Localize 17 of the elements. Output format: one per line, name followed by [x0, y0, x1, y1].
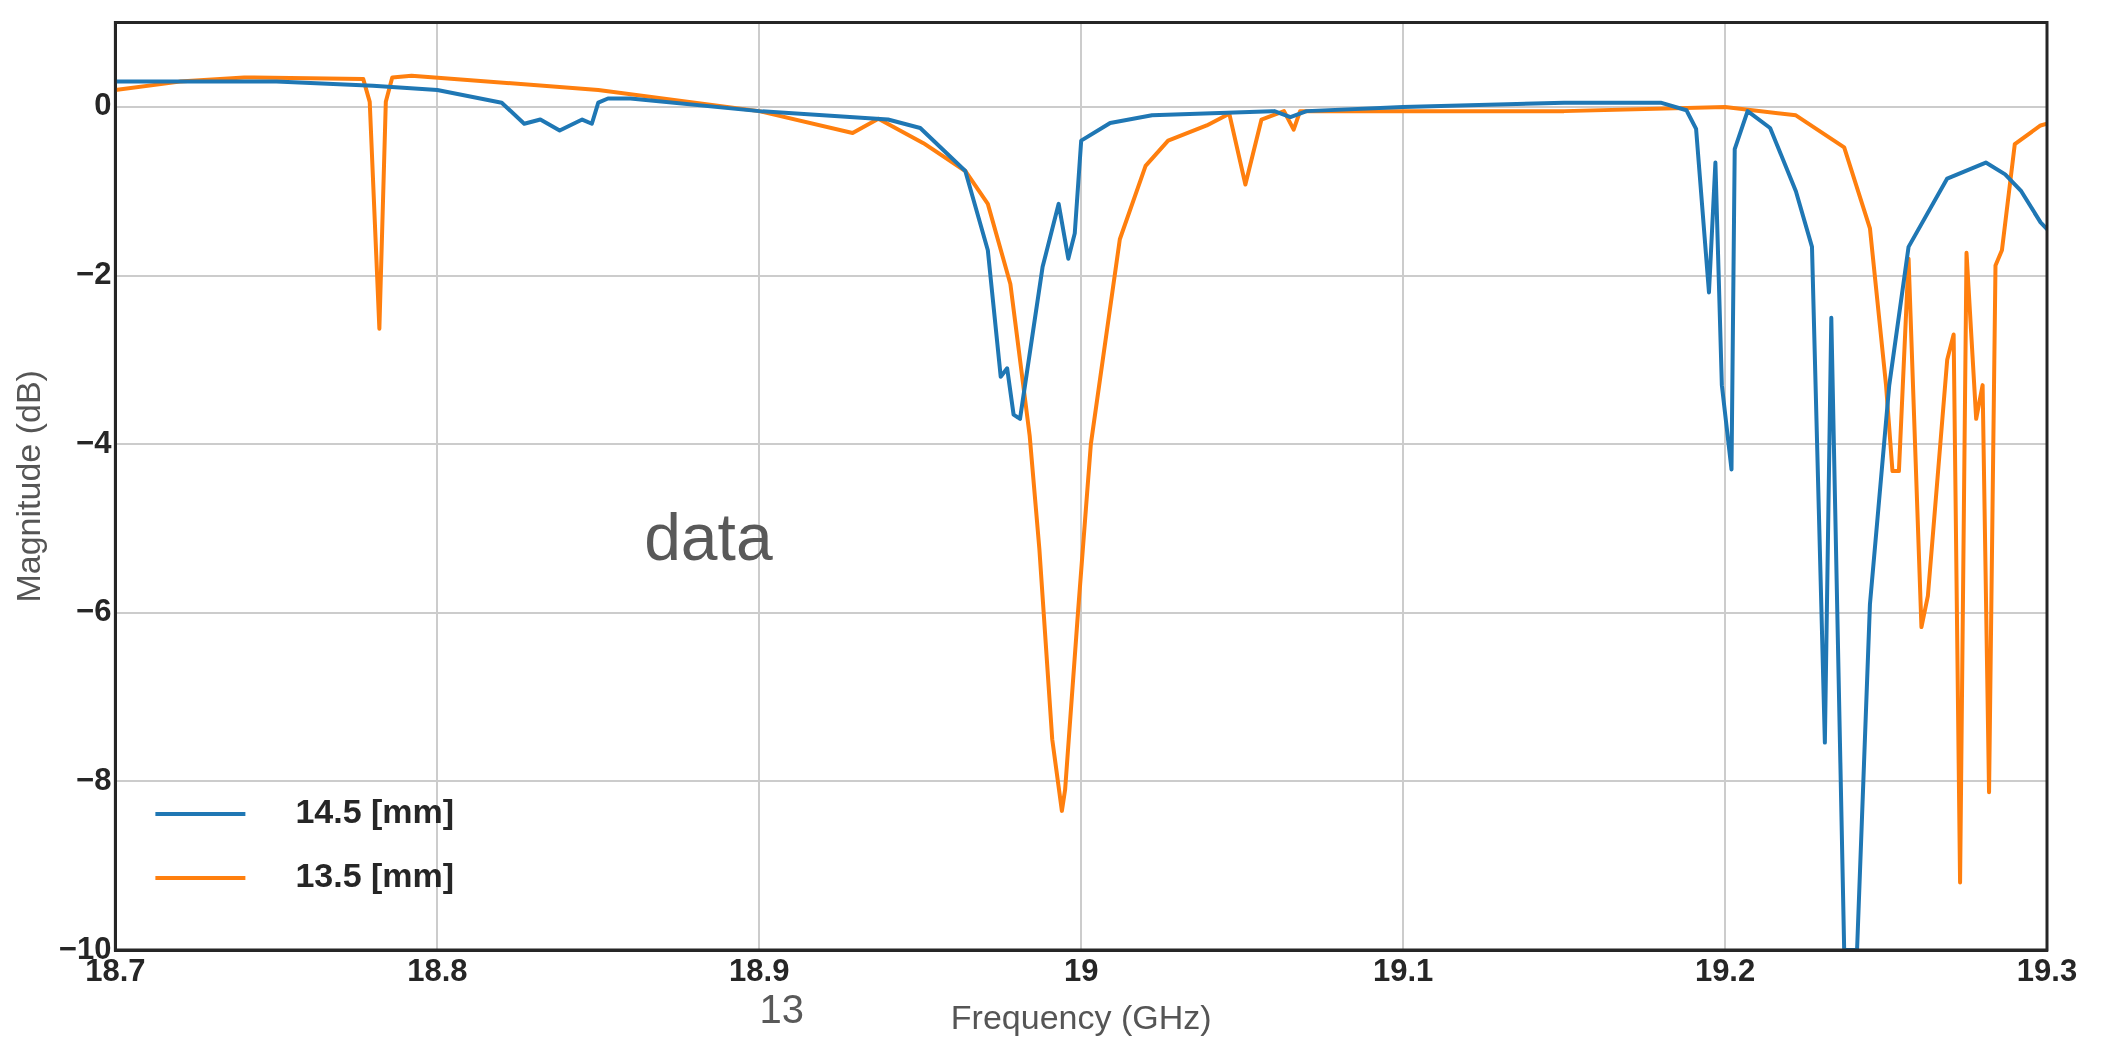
x-tick-label: 18.9 [729, 953, 790, 989]
x-tick-label: 19 [1063, 953, 1099, 989]
text: 13 [759, 987, 805, 1032]
y-axis-title: Magnitude (dB) [8, 370, 47, 603]
x-tick-label: 18.8 [407, 953, 468, 989]
y-tick-label: −8 [76, 761, 112, 797]
annotation: data [644, 500, 773, 575]
legend-label: 14.5 [mm] [295, 792, 455, 831]
y-tick-label: 0 [94, 87, 112, 123]
x-tick-label: 19.2 [1694, 953, 1756, 989]
x-tick-label: 19.1 [1372, 953, 1434, 989]
legend-label: 13.5 [mm] [295, 856, 455, 895]
y-tick-label: −2 [76, 256, 112, 292]
y-tick-label: −4 [76, 424, 113, 460]
y-tick-label: −6 [76, 593, 112, 629]
x-axis-title: Frequency (GHz) [950, 997, 1212, 1036]
x-tick-label: 19.3 [2016, 953, 2078, 989]
